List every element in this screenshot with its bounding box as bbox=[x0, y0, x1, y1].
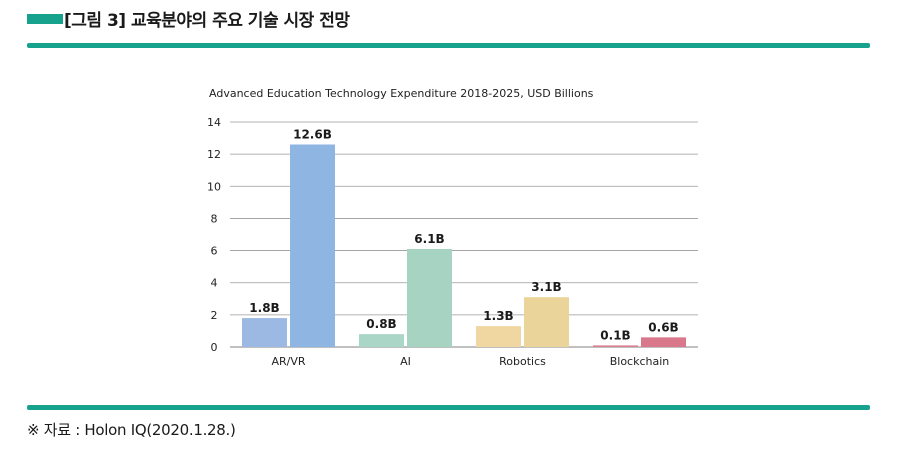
y-tick-label: 14 bbox=[207, 116, 221, 129]
x-axis-ticks: AR/VR AI Robotics Blockchain bbox=[271, 355, 669, 368]
y-tick-label: 8 bbox=[211, 212, 218, 225]
y-tick-label: 6 bbox=[211, 245, 218, 258]
data-label: 12.6B bbox=[293, 128, 332, 142]
x-tick-label: AR/VR bbox=[271, 355, 305, 368]
bottom-rule bbox=[27, 405, 870, 410]
x-tick-label: Robotics bbox=[499, 355, 546, 368]
source-note: ※ 자료 : Holon IQ(2020.1.28.) bbox=[27, 421, 236, 439]
bar bbox=[641, 337, 686, 347]
bar bbox=[290, 144, 335, 347]
y-tick-label: 2 bbox=[211, 309, 218, 322]
bar bbox=[524, 297, 569, 347]
y-axis-ticks: 0 2 4 6 8 10 12 14 bbox=[207, 116, 221, 354]
y-tick-label: 0 bbox=[211, 341, 218, 354]
data-label: 0.1B bbox=[600, 328, 630, 342]
data-label: 0.8B bbox=[366, 317, 396, 331]
y-tick-label: 10 bbox=[207, 180, 221, 193]
data-label: 3.1B bbox=[531, 280, 561, 294]
bar bbox=[242, 318, 287, 347]
top-rule bbox=[27, 43, 870, 48]
data-label: 0.6B bbox=[648, 320, 678, 334]
y-tick-label: 12 bbox=[207, 148, 221, 161]
chart-title: Advanced Education Technology Expenditur… bbox=[209, 87, 594, 100]
data-label: 6.1B bbox=[414, 232, 444, 246]
bar bbox=[407, 248, 452, 347]
bars bbox=[242, 144, 686, 347]
bar bbox=[593, 345, 638, 347]
x-tick-label: AI bbox=[400, 355, 411, 368]
data-label: 1.3B bbox=[483, 309, 513, 323]
y-tick-label: 4 bbox=[211, 277, 218, 290]
x-tick-label: Blockchain bbox=[610, 355, 670, 368]
bar bbox=[359, 334, 404, 347]
title-marker bbox=[27, 14, 63, 24]
figure-title: [그림 3] 교육분야의 주요 기술 시장 전망 bbox=[64, 11, 350, 31]
data-label: 1.8B bbox=[249, 301, 279, 315]
data-labels: 1.8B 12.6B 0.8B 6.1B 1.3B 3.1B 0.1B 0.6B bbox=[249, 128, 678, 343]
bar bbox=[476, 326, 521, 347]
